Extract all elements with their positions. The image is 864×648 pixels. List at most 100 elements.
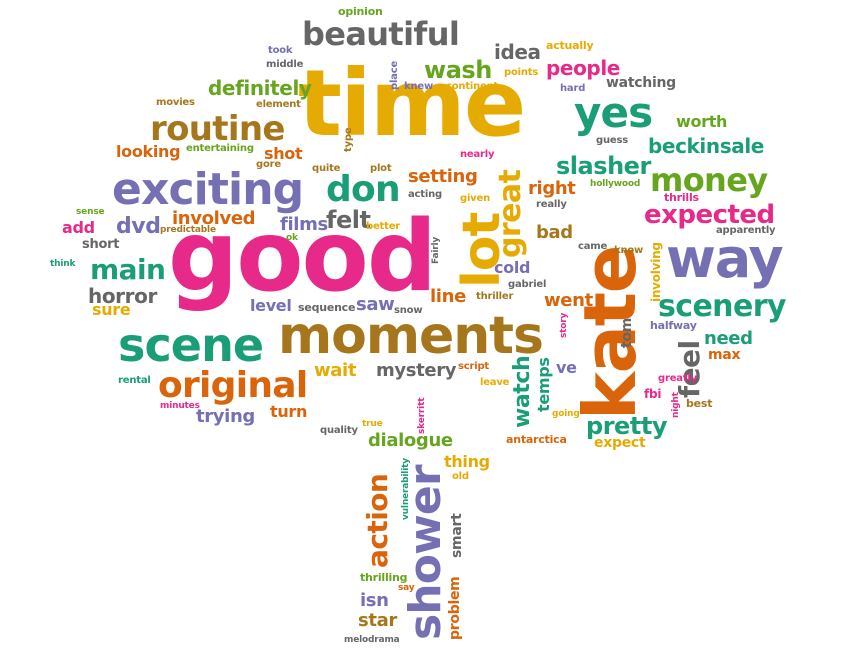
word-night: night bbox=[671, 392, 681, 418]
word-better: better bbox=[366, 221, 401, 232]
word-script: script bbox=[458, 361, 489, 372]
word-looking: looking bbox=[116, 142, 181, 161]
word-expect: expect bbox=[594, 435, 646, 451]
word-good: good bbox=[168, 200, 437, 314]
word-watching: watching bbox=[606, 75, 676, 91]
word-involved: involved bbox=[172, 208, 256, 229]
word-entertaining: entertaining bbox=[186, 143, 254, 154]
word-add: add bbox=[62, 218, 95, 237]
word-story: story bbox=[559, 312, 569, 338]
word-setting: setting bbox=[408, 166, 478, 187]
word-scenery: scenery bbox=[658, 289, 786, 324]
word-think: think bbox=[50, 259, 76, 269]
word-original: original bbox=[158, 365, 308, 406]
word-middle: middle bbox=[266, 59, 304, 70]
word-beautiful: beautiful bbox=[302, 15, 460, 53]
word-gore: gore bbox=[256, 159, 281, 170]
word-right: right bbox=[528, 178, 576, 199]
word-minutes: minutes bbox=[160, 401, 200, 411]
word-dvd: dvd bbox=[116, 214, 161, 239]
word-movies: movies bbox=[156, 97, 195, 108]
word-saw: saw bbox=[356, 294, 395, 315]
word-antarctica: antarctica bbox=[506, 433, 567, 446]
word-skerritt: skerritt bbox=[417, 397, 427, 434]
word-felt: felt bbox=[326, 206, 371, 234]
word-don: don bbox=[326, 169, 401, 210]
word-yes: yes bbox=[574, 88, 653, 137]
word-expected: expected bbox=[644, 200, 775, 230]
word-melodrama: melodrama bbox=[344, 635, 400, 645]
word-rental: rental bbox=[118, 375, 151, 386]
word-true: true bbox=[362, 419, 383, 429]
word-wait: wait bbox=[314, 360, 357, 381]
word-ve: ve bbox=[556, 358, 577, 377]
word-turn: turn bbox=[270, 402, 308, 421]
word-gabriel: gabriel bbox=[508, 279, 547, 290]
word-tom: tom bbox=[619, 317, 635, 348]
word-hard: hard bbox=[560, 83, 586, 94]
word-ok: ok bbox=[286, 233, 298, 243]
word-hollywood: hollywood bbox=[590, 179, 641, 189]
word-halfway: halfway bbox=[650, 319, 697, 332]
word-went: went bbox=[544, 290, 593, 311]
word-took: took bbox=[268, 45, 293, 56]
word-guess: guess bbox=[596, 135, 628, 146]
word-routine: routine bbox=[150, 109, 285, 149]
word-max: max bbox=[708, 347, 741, 363]
word-films: films bbox=[280, 214, 328, 235]
word-line: line bbox=[430, 286, 466, 307]
word-money: money bbox=[650, 161, 768, 199]
word-star: star bbox=[358, 610, 397, 631]
word-leave: leave bbox=[480, 377, 510, 388]
word-cold: cold bbox=[494, 258, 531, 277]
word-shot: shot bbox=[264, 144, 303, 163]
word-sense: sense bbox=[76, 207, 105, 217]
word-feel: feel bbox=[673, 340, 706, 398]
word-sure: sure bbox=[92, 300, 131, 319]
word-really: really bbox=[536, 199, 567, 210]
word-actually: actually bbox=[546, 39, 594, 52]
word-fbi: fbi bbox=[644, 387, 662, 401]
word-watch: watch bbox=[510, 355, 535, 428]
word-quality: quality bbox=[320, 425, 358, 436]
word-kate: kate bbox=[568, 246, 652, 420]
word-fairly: Fairly bbox=[431, 236, 441, 264]
word-exciting: exciting bbox=[112, 164, 304, 215]
word-beckinsale: beckinsale bbox=[648, 134, 764, 158]
word-time: time bbox=[298, 50, 526, 157]
word-problem: problem bbox=[447, 576, 463, 641]
word-place: place bbox=[389, 60, 400, 90]
word-thriller: thriller bbox=[476, 291, 514, 302]
word-apparently: apparently bbox=[716, 225, 776, 236]
word-short: short bbox=[82, 237, 120, 252]
word-plot: plot bbox=[370, 163, 392, 174]
word-acting: acting bbox=[408, 189, 442, 200]
word-people: people bbox=[546, 56, 620, 80]
word-scene: scene bbox=[118, 318, 264, 372]
word-slasher: slasher bbox=[556, 152, 651, 180]
word-knew: knew bbox=[404, 81, 433, 92]
word-best: best bbox=[686, 397, 713, 410]
word-opinion: opinion bbox=[338, 5, 383, 18]
word-sequence: sequence bbox=[298, 301, 356, 314]
word-know: know bbox=[614, 245, 644, 256]
word-type: type bbox=[343, 127, 354, 152]
word-snow: snow bbox=[394, 305, 423, 316]
word-quite: quite bbox=[312, 163, 341, 174]
word-great: great bbox=[493, 169, 528, 258]
word-idea: idea bbox=[494, 40, 541, 64]
word-say: say bbox=[398, 583, 415, 593]
word-predictable: predictable bbox=[160, 225, 216, 235]
word-worth: worth bbox=[676, 112, 728, 131]
word-mystery: mystery bbox=[376, 360, 457, 381]
word-greatly: greatly bbox=[658, 373, 697, 384]
word-smart: smart bbox=[449, 513, 465, 558]
word-definitely: definitely bbox=[208, 76, 312, 100]
word-dialogue: dialogue bbox=[368, 430, 453, 451]
word-bad: bad bbox=[536, 222, 573, 243]
word-horror: horror bbox=[88, 284, 157, 308]
word-pretty: pretty bbox=[586, 412, 668, 440]
word-wash: wash bbox=[424, 56, 492, 84]
word-level: level bbox=[250, 296, 292, 315]
